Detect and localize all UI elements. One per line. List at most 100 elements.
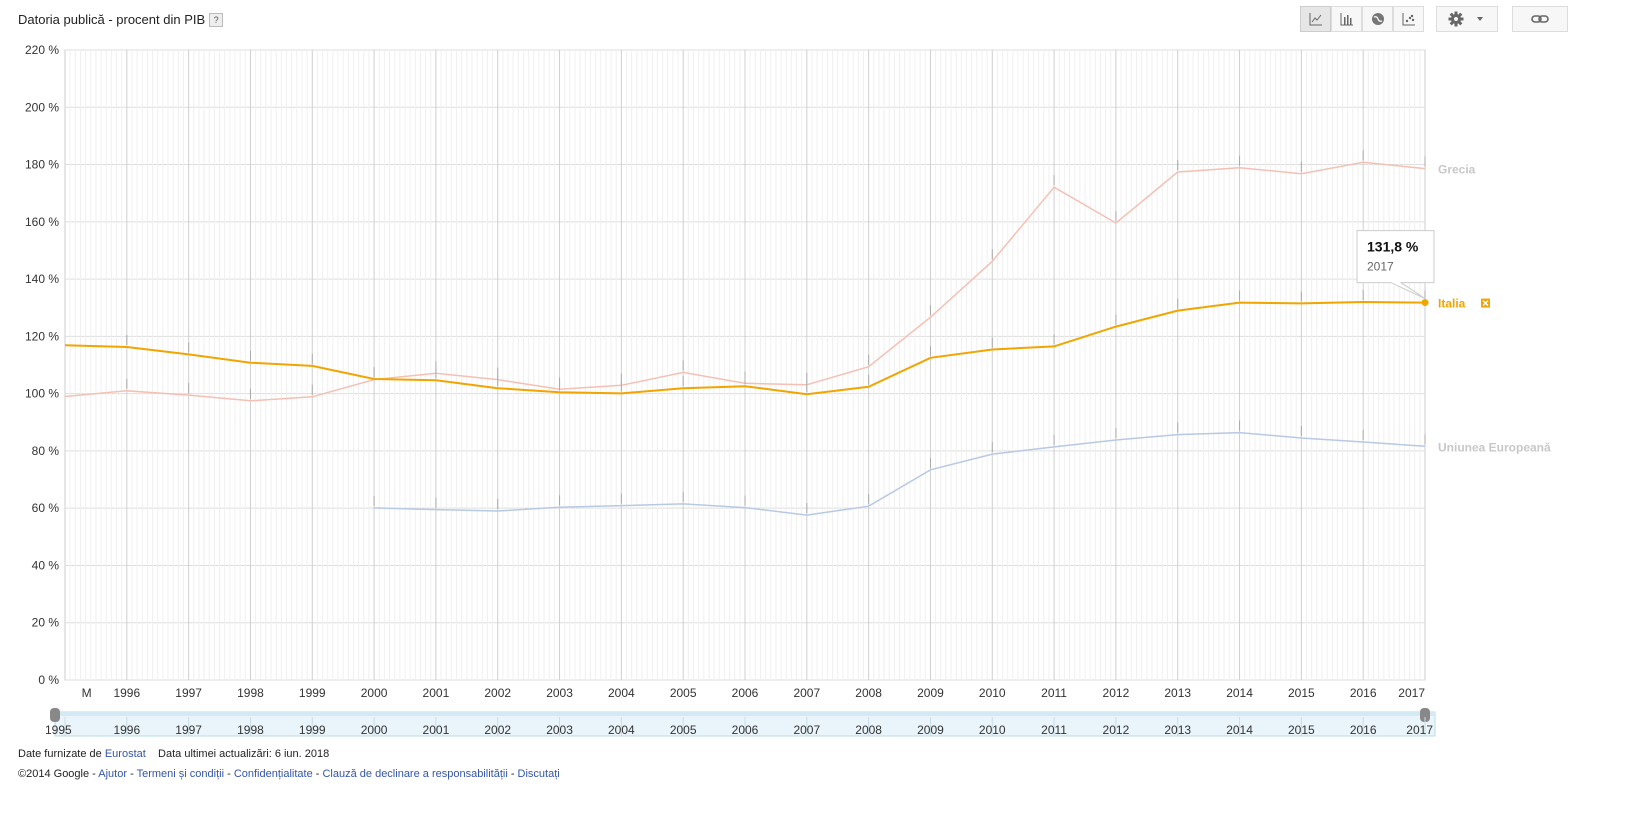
slider-right-handle xyxy=(1420,708,1430,722)
separator: - xyxy=(127,768,137,780)
x-tick-label: 2001 xyxy=(423,686,450,700)
x-tick-label: 2006 xyxy=(732,686,759,700)
privacy-link[interactable]: Confidențialitate xyxy=(233,768,313,780)
slider-year-label: 2012 xyxy=(1103,723,1130,737)
x-tick-label: 2010 xyxy=(979,686,1006,700)
last-updated: Data ultimei actualizări: 6 iun. 2018 xyxy=(158,748,330,760)
separator: - xyxy=(312,768,323,780)
slider-year-label: 2016 xyxy=(1350,723,1377,737)
slider-year-label: 1995 xyxy=(45,723,72,737)
y-tick-label: 220 % xyxy=(25,43,59,57)
series-line xyxy=(64,300,1426,396)
terms-link[interactable]: Termeni și condiții xyxy=(136,768,225,780)
scatter-chart-icon xyxy=(1402,13,1415,26)
y-tick-label: 40 % xyxy=(32,558,60,572)
y-tick-label: 100 % xyxy=(25,387,59,401)
y-tick-label: 160 % xyxy=(25,215,59,229)
y-axis: 0 % 20 % 40 % 60 % 80 % 100 % 120 % 140 % 160 % 1… xyxy=(25,43,59,687)
separator: - xyxy=(507,768,518,780)
source-prefix: Date furnizate de xyxy=(18,748,105,760)
series-line xyxy=(374,431,1426,516)
y-tick-label: 20 % xyxy=(32,616,60,630)
source-line: Date furnizate de Eurostat Data ultimei … xyxy=(18,748,329,760)
time-range-slider[interactable]: 1995 1996 1997 1998 1999 2000 2001 2002 2003 2004… xyxy=(45,708,1436,737)
x-tick-label: 2014 xyxy=(1226,686,1253,700)
copyright: ©2014 Google - xyxy=(18,768,99,780)
slider-year-label: 2017 xyxy=(1406,723,1433,737)
x-tick-label: 2004 xyxy=(608,686,635,700)
line-chart-button[interactable] xyxy=(1300,6,1331,32)
map-button[interactable] xyxy=(1362,6,1393,32)
y-tick-label: 140 % xyxy=(25,272,59,286)
x-tick-label: 2012 xyxy=(1103,686,1130,700)
slider-year-label: 2015 xyxy=(1288,723,1315,737)
line-chart-icon xyxy=(1309,13,1322,26)
slider-year-label: 2006 xyxy=(732,723,759,737)
slider-year-label: 2003 xyxy=(546,723,573,737)
x-tick-label: 2003 xyxy=(546,686,573,700)
y-tick-label: 120 % xyxy=(25,329,59,343)
series-end-label: Italia xyxy=(1438,297,1466,311)
slider-year-label: 2013 xyxy=(1164,723,1191,737)
tooltip-value: 131,8 % xyxy=(1367,239,1419,255)
slider-year-label: 2008 xyxy=(855,723,882,737)
y-tick-label: 180 % xyxy=(25,158,59,172)
highlight-point xyxy=(1421,299,1429,307)
settings-button[interactable] xyxy=(1436,6,1498,32)
y-tick-label: 0 % xyxy=(38,673,59,687)
bar-chart-icon xyxy=(1340,13,1353,26)
slider-year-label: 2014 xyxy=(1226,723,1253,737)
footer-links: ©2014 Google - Ajutor - Termeni și condi… xyxy=(18,768,560,780)
x-tick-label: 2007 xyxy=(793,686,820,700)
x-tick-label: 1999 xyxy=(299,686,326,700)
x-axis: M 1996 1997 1998 1999 2000 2001 2002 2003 2004 200… xyxy=(82,686,1426,700)
slider-year-label: 2010 xyxy=(979,723,1006,737)
x-tick-label: M xyxy=(82,686,92,700)
remove-x-mark xyxy=(1482,300,1489,307)
x-tick-label: 2005 xyxy=(670,686,697,700)
link-icon xyxy=(1531,15,1549,23)
x-tick-label: 2011 xyxy=(1041,686,1067,700)
x-tick-label: 1996 xyxy=(113,686,140,700)
help-link[interactable]: Ajutor xyxy=(98,768,128,780)
x-tick-label: 2000 xyxy=(361,686,388,700)
link-button[interactable] xyxy=(1512,6,1568,32)
slider-year-label: 2011 xyxy=(1041,723,1067,737)
x-tick-label: 2013 xyxy=(1164,686,1191,700)
disclaimer-link[interactable]: Clauză de declinare a responsabilității xyxy=(322,768,508,780)
slider-year-label: 2004 xyxy=(608,723,635,737)
tooltip-year: 2017 xyxy=(1367,260,1394,274)
slider-top-band xyxy=(55,712,1435,716)
x-tick-label: 1997 xyxy=(175,686,202,700)
slider-year-label: 1998 xyxy=(237,723,264,737)
slider-year-label: 2000 xyxy=(361,723,388,737)
chart-grid xyxy=(64,49,1426,681)
y-tick-label: 60 % xyxy=(32,501,60,515)
value-tooltip: 131,8 % 2017 xyxy=(1356,230,1435,300)
tooltip-box xyxy=(1356,230,1435,300)
x-tick-label: 2017 xyxy=(1398,686,1425,700)
slider-year-label: 2007 xyxy=(793,723,820,737)
bar-chart-button[interactable] xyxy=(1331,6,1362,32)
separator: - xyxy=(224,768,234,780)
slider-year-label: 1997 xyxy=(175,723,202,737)
eurostat-link[interactable]: Eurostat xyxy=(104,748,146,760)
slider-year-label: 2009 xyxy=(917,723,944,737)
x-tick-label: 2008 xyxy=(855,686,882,700)
slider-year-label: 1996 xyxy=(113,723,140,737)
slider-year-label: 2005 xyxy=(670,723,697,737)
series-end-label: Grecia xyxy=(1438,163,1476,177)
x-tick-label: 2002 xyxy=(484,686,511,700)
y-tick-label: 200 % xyxy=(25,100,59,114)
slider-year-label: 2002 xyxy=(484,723,511,737)
discuss-link[interactable]: Discutați xyxy=(517,768,560,780)
slider-year-label: 1999 xyxy=(299,723,326,737)
x-tick-label: 2015 xyxy=(1288,686,1315,700)
chart-series: Grecia Uniunea Europeană Italia xyxy=(64,150,1551,516)
y-tick-label: 80 % xyxy=(32,444,60,458)
x-tick-label: 1998 xyxy=(237,686,264,700)
scatter-chart-button[interactable] xyxy=(1393,6,1424,32)
gear-icon xyxy=(1448,11,1483,27)
chart-title-bar: Datoria publică - procent din PIB? xyxy=(18,12,224,27)
help-icon[interactable]: ? xyxy=(209,13,224,27)
